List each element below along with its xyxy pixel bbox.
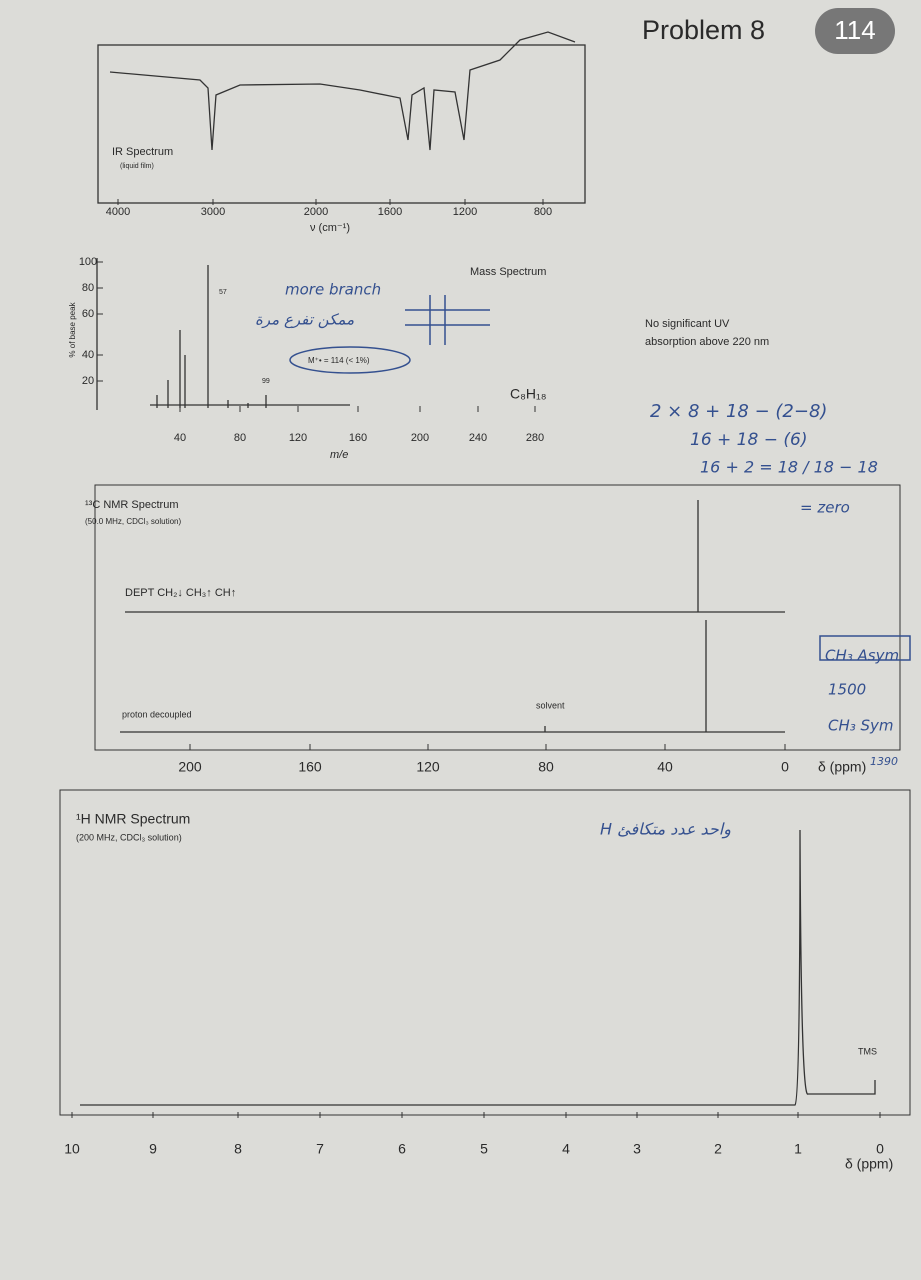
c13-title: ¹³C NMR Spectrum — [85, 499, 179, 511]
ir-subtitle: (liquid film) — [120, 163, 154, 170]
handwriting: = zero — [800, 499, 850, 517]
tick-label: 800 — [534, 206, 552, 218]
tick-label: 10 — [64, 1141, 80, 1157]
uv-note: No significant UV — [645, 318, 730, 330]
ir-curve — [109, 31, 576, 151]
h1-trace — [80, 829, 876, 1106]
handwriting: 16 + 18 − (6) — [690, 430, 807, 450]
hash-mark — [405, 295, 490, 345]
tick-label: 120 — [416, 759, 440, 775]
c13-frame — [94, 484, 901, 751]
tick-label: 80 — [234, 432, 246, 444]
tick-label: 7 — [316, 1141, 324, 1157]
handwriting: ممكن تفرع مرة — [255, 311, 354, 329]
handwriting: 1390 — [870, 755, 898, 768]
tick-label: 160 — [349, 432, 367, 444]
molecular-ion: M⁺• = 114 (< 1%) — [308, 356, 370, 365]
tick-label: 200 — [178, 759, 202, 775]
note-box — [819, 635, 911, 661]
tick-label: 2000 — [304, 206, 328, 218]
tick-label: 1200 — [453, 206, 477, 218]
c13-subtitle: (50.0 MHz, CDCl₃ solution) — [85, 517, 182, 526]
badge-bg — [815, 8, 895, 54]
tick-label: 8 — [234, 1141, 242, 1157]
ms-axes — [96, 258, 350, 410]
handwriting: 2 × 8 + 18 − (2−8) — [650, 401, 827, 422]
tick-label: 9 — [149, 1141, 157, 1157]
ms-x-label: m/e — [330, 449, 348, 461]
uv-note: absorption above 220 nm — [645, 336, 769, 348]
ir-title: IR Spectrum — [112, 146, 173, 158]
tick-label: 40 — [82, 349, 94, 361]
ms-title: Mass Spectrum — [470, 266, 546, 278]
solvent-label: solvent — [536, 700, 565, 710]
c13-x-label: δ (ppm) — [818, 759, 866, 775]
tick-label: 40 — [174, 432, 186, 444]
tick-label: 80 — [82, 282, 94, 294]
handwriting: 16 + 2 = 18 / 18 − 18 — [700, 458, 878, 477]
circle-note — [289, 346, 411, 374]
c13-traces — [120, 500, 785, 733]
tick-label: 60 — [82, 308, 94, 320]
tick-label: 1 — [794, 1141, 802, 1157]
tick-label: 240 — [469, 432, 487, 444]
h1-x-label: δ (ppm) — [845, 1156, 893, 1172]
peak-label: 99 — [262, 378, 270, 385]
tick-label: 120 — [289, 432, 307, 444]
handwriting: CH₃ Sym — [828, 717, 894, 735]
tick-label: 100 — [79, 256, 97, 268]
problem-title: Problem 8 — [642, 15, 765, 45]
badge: 114 — [834, 15, 875, 45]
ir-frame — [97, 44, 586, 204]
tick-label: 2 — [714, 1141, 722, 1157]
tick-label: 6 — [398, 1141, 406, 1157]
tick-label: 80 — [538, 759, 554, 775]
tick-label: 280 — [526, 432, 544, 444]
tick-label: 1600 — [378, 206, 402, 218]
tick-label: 160 — [298, 759, 322, 775]
tick-label: 4000 — [106, 206, 130, 218]
handwriting: 1500 — [828, 681, 866, 699]
tick-label: 3000 — [201, 206, 225, 218]
h1-subtitle: (200 MHz, CDCl₃ solution) — [76, 832, 182, 842]
tick-label: 0 — [876, 1141, 884, 1157]
handwriting: more branch — [285, 281, 381, 299]
formula: C₈H₁₈ — [510, 386, 547, 402]
tick-label: 3 — [633, 1141, 641, 1157]
decoupled-label: proton decoupled — [122, 709, 192, 719]
tick-label: 5 — [480, 1141, 488, 1157]
tick-label: 4 — [562, 1141, 570, 1157]
dept-label: DEPT CH₂↓ CH₃↑ CH↑ — [125, 587, 236, 599]
tick-label: 40 — [657, 759, 673, 775]
tick-label: 20 — [82, 375, 94, 387]
handwriting: H واحد عدد متكافئ — [600, 820, 731, 839]
ms-peaks — [156, 265, 267, 408]
ms-y-label: % of base peak — [68, 301, 77, 357]
h1-title: ¹H NMR Spectrum — [76, 811, 190, 827]
h1-frame — [59, 789, 911, 1116]
tick-label: 200 — [411, 432, 429, 444]
handwriting: CH₃ Asym — [825, 647, 899, 665]
peak-label: 57 — [219, 289, 227, 296]
tick-label: 0 — [781, 759, 789, 775]
ir-x-label: ν (cm⁻¹) — [310, 222, 350, 234]
tms-label: TMS — [858, 1046, 877, 1056]
